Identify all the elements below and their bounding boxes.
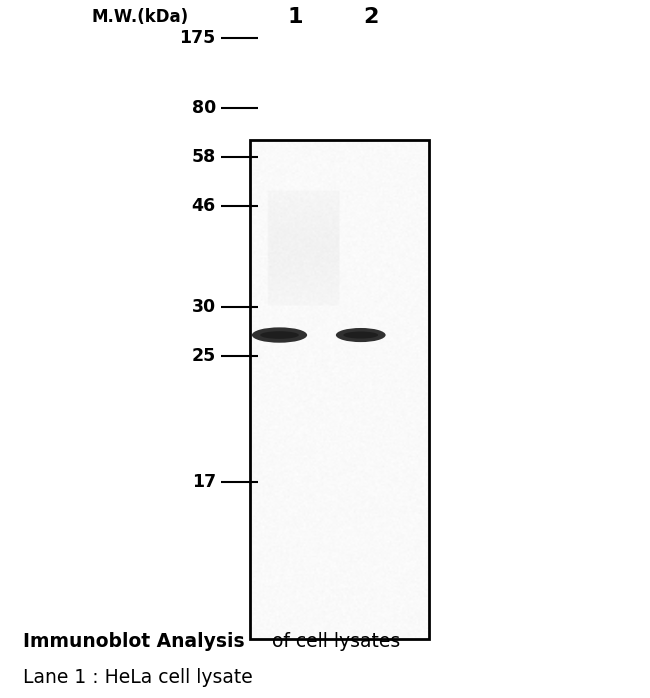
Text: M.W.(kDa): M.W.(kDa) <box>91 8 188 27</box>
Text: Lane 1 : HeLa cell lysate: Lane 1 : HeLa cell lysate <box>23 668 252 687</box>
Text: 1: 1 <box>288 8 304 27</box>
Text: 46: 46 <box>192 197 216 215</box>
Text: 17: 17 <box>192 473 216 491</box>
Text: Immunoblot Analysis: Immunoblot Analysis <box>23 632 244 651</box>
Bar <box>250 140 429 639</box>
Text: 80: 80 <box>192 99 216 117</box>
Text: 175: 175 <box>179 29 216 47</box>
Text: 58: 58 <box>192 148 216 166</box>
Ellipse shape <box>343 332 378 339</box>
Ellipse shape <box>260 331 299 339</box>
Ellipse shape <box>336 328 385 342</box>
Ellipse shape <box>252 327 307 343</box>
Text: 25: 25 <box>192 347 216 365</box>
Text: of cell lysates: of cell lysates <box>266 632 401 651</box>
Text: 30: 30 <box>192 298 216 316</box>
Text: 2: 2 <box>363 8 378 27</box>
